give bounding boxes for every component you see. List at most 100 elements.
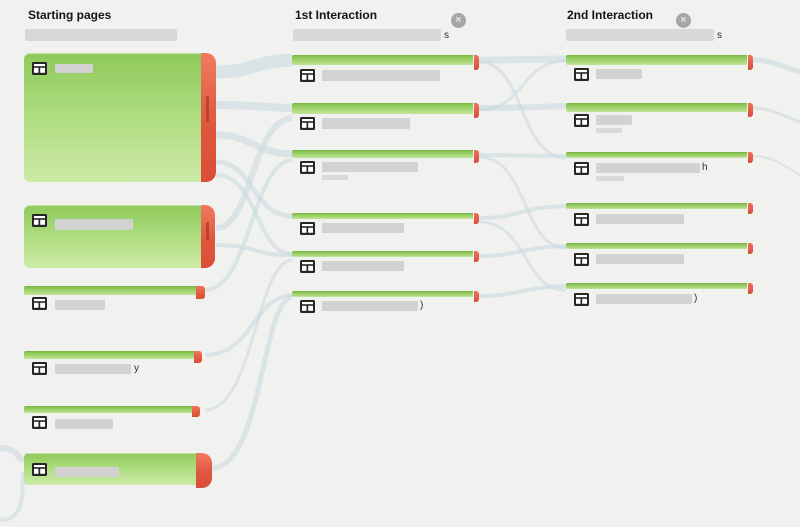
- page-icon: [32, 362, 47, 375]
- flow-node[interactable]: y: [24, 351, 205, 375]
- page-icon: [574, 114, 589, 127]
- node-label-redacted: [596, 254, 684, 264]
- node-volume-bar[interactable]: [566, 103, 747, 112]
- close-column-icon[interactable]: ×: [451, 13, 466, 28]
- node-volume-bar[interactable]: [292, 291, 473, 297]
- dropoff-segment[interactable]: [748, 203, 753, 214]
- page-icon: [300, 300, 315, 313]
- node-volume-bar[interactable]: [566, 283, 747, 289]
- column-summary-suffix: s: [717, 30, 722, 41]
- dropoff-label-redacted: [206, 96, 209, 122]
- node-label-redacted: [596, 163, 700, 173]
- node-label-redacted: [596, 294, 692, 304]
- flow-node[interactable]: [566, 103, 753, 135]
- node-label-redacted: [322, 301, 418, 311]
- node-label-suffix: y: [134, 363, 139, 374]
- dropoff-segment[interactable]: [474, 150, 479, 163]
- page-icon: [300, 222, 315, 235]
- node-label-redacted: [322, 223, 404, 233]
- page-icon: [32, 416, 47, 429]
- flow-node[interactable]: [24, 53, 216, 182]
- flow-node[interactable]: ): [292, 291, 479, 313]
- node-volume-bar[interactable]: [566, 243, 747, 249]
- node-volume-bar[interactable]: [292, 103, 473, 114]
- page-icon: [574, 253, 589, 266]
- node-label-redacted: [55, 219, 133, 230]
- node-volume-bar[interactable]: [24, 205, 201, 268]
- dropoff-label-redacted: [206, 222, 209, 240]
- node-volume-bar[interactable]: [566, 55, 747, 65]
- node-sublabel-redacted: [596, 176, 624, 181]
- node-sublabel-redacted: [322, 175, 348, 180]
- page-icon: [32, 214, 47, 227]
- column-summary-redacted: [566, 29, 714, 41]
- page-icon: [300, 161, 315, 174]
- flow-node[interactable]: ): [566, 283, 753, 306]
- page-icon: [32, 297, 47, 310]
- column-title-starting-pages: Starting pages: [28, 8, 112, 22]
- dropoff-segment[interactable]: [748, 243, 753, 254]
- node-volume-bar[interactable]: [24, 351, 194, 359]
- dropoff-segment[interactable]: [748, 152, 753, 163]
- flow-node[interactable]: [24, 453, 212, 491]
- dropoff-segment[interactable]: [474, 251, 479, 262]
- flow-node[interactable]: [24, 286, 205, 312]
- column-title-2nd-interaction: 2nd Interaction: [567, 8, 654, 22]
- flow-node[interactable]: [566, 55, 753, 81]
- node-label-redacted: [596, 214, 684, 224]
- page-icon: [574, 293, 589, 306]
- dropoff-segment[interactable]: [192, 406, 200, 417]
- page-icon: [32, 463, 47, 476]
- node-label-suffix: ): [694, 293, 698, 304]
- page-icon: [574, 162, 589, 175]
- node-label-redacted: [322, 70, 440, 81]
- node-label-suffix: h: [702, 162, 708, 173]
- node-volume-bar[interactable]: [24, 286, 196, 295]
- flow-node[interactable]: [292, 103, 479, 133]
- node-label-redacted: [322, 261, 404, 271]
- node-volume-bar[interactable]: [566, 152, 747, 158]
- flow-node[interactable]: [292, 55, 479, 83]
- node-sublabel-redacted: [596, 128, 622, 133]
- flow-node[interactable]: [566, 243, 753, 266]
- column-title-1st-interaction: 1st Interaction: [295, 8, 378, 22]
- node-label-redacted: [55, 64, 93, 73]
- column-summary-suffix: s: [444, 30, 449, 41]
- column-summary-redacted: [25, 29, 177, 41]
- column-summary-redacted: [293, 29, 441, 41]
- close-column-icon[interactable]: ×: [676, 13, 691, 28]
- node-label-redacted: [55, 300, 105, 310]
- node-volume-bar[interactable]: [292, 55, 473, 65]
- dropoff-segment[interactable]: [196, 286, 205, 299]
- page-icon: [300, 117, 315, 130]
- flow-node[interactable]: h: [566, 152, 753, 184]
- dropoff-segment[interactable]: [474, 213, 479, 224]
- dropoff-segment[interactable]: [748, 103, 753, 117]
- node-volume-bar[interactable]: [566, 203, 747, 209]
- dropoff-segment[interactable]: [196, 453, 212, 488]
- page-icon: [300, 260, 315, 273]
- node-volume-bar[interactable]: [292, 251, 473, 257]
- flow-node[interactable]: [292, 251, 479, 273]
- node-volume-bar[interactable]: [24, 406, 192, 413]
- node-volume-bar[interactable]: [24, 53, 201, 182]
- dropoff-segment[interactable]: [474, 291, 479, 302]
- dropoff-segment[interactable]: [748, 55, 753, 70]
- flow-node[interactable]: [24, 205, 215, 268]
- flow-node[interactable]: [24, 406, 200, 430]
- page-icon: [574, 68, 589, 81]
- dropoff-segment[interactable]: [474, 103, 479, 118]
- flow-node[interactable]: [292, 213, 479, 235]
- dropoff-segment[interactable]: [474, 55, 479, 70]
- page-icon: [32, 62, 47, 75]
- node-volume-bar[interactable]: [292, 213, 473, 219]
- dropoff-segment[interactable]: [748, 283, 753, 294]
- flow-node[interactable]: [566, 203, 753, 226]
- page-icon: [574, 213, 589, 226]
- node-volume-bar[interactable]: [292, 150, 473, 158]
- dropoff-segment[interactable]: [194, 351, 202, 363]
- flow-node[interactable]: [292, 150, 479, 182]
- page-icon: [300, 69, 315, 82]
- node-label-redacted: [55, 419, 113, 429]
